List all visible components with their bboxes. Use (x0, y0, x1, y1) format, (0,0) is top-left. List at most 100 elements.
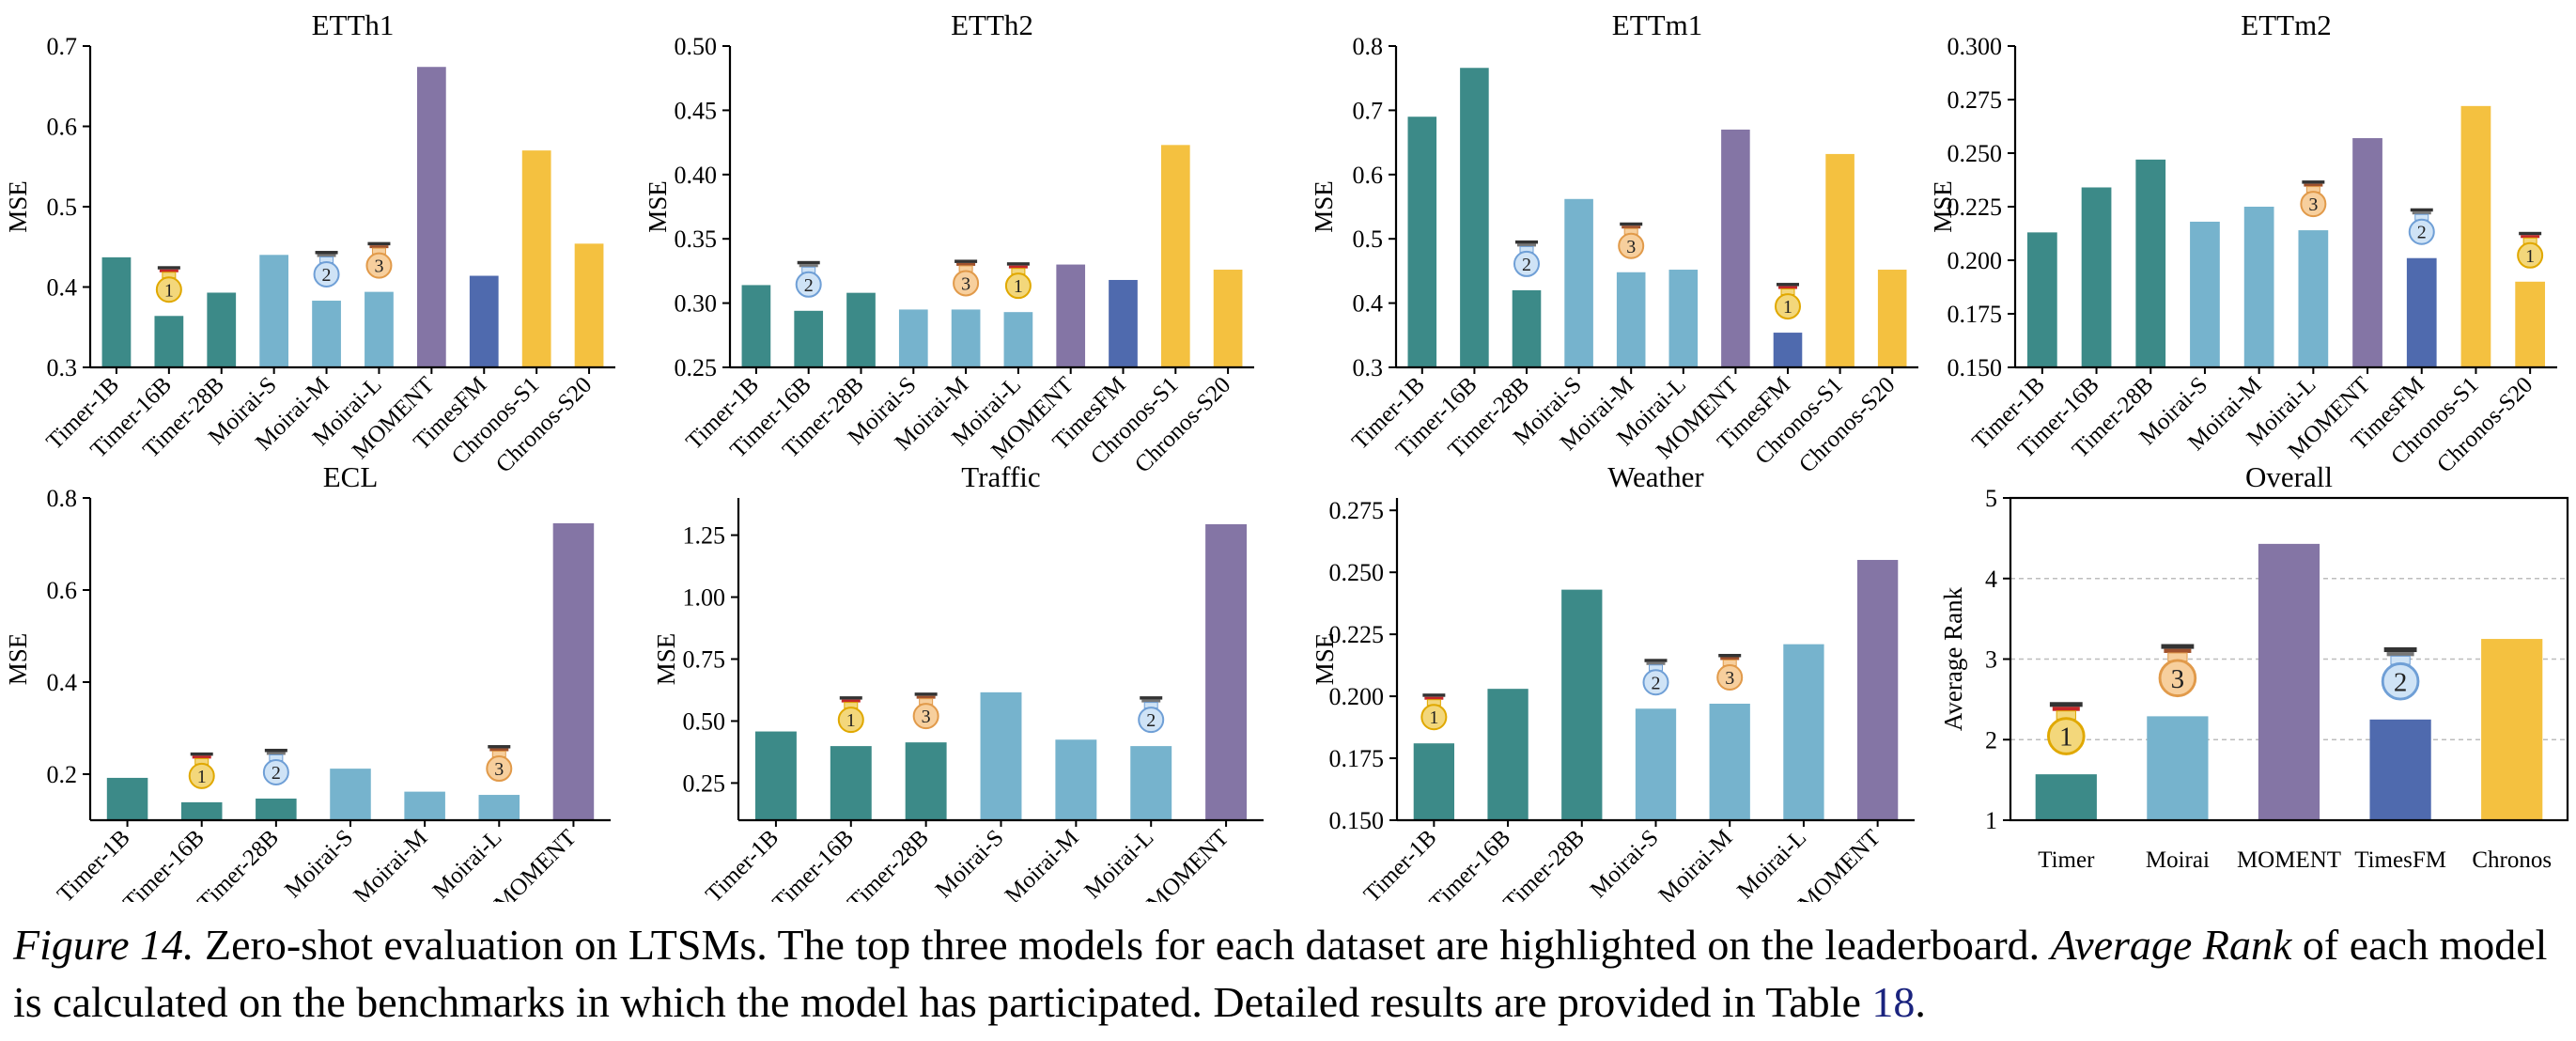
caption-end: . (1915, 978, 1926, 1026)
bar-moment (1721, 129, 1750, 367)
y-tick-label: 0.7 (1353, 97, 1384, 124)
medal-rank-3-icon: 3 (2300, 180, 2327, 218)
bar-chronos-s20 (2515, 281, 2546, 367)
y-tick-label: 0.250 (1948, 140, 2003, 167)
bar-timer-16b (2081, 187, 2112, 367)
bar-moirai-s (898, 309, 928, 367)
y-tick-label: 5 (1985, 485, 1997, 512)
bar-timesfm (1773, 333, 1803, 367)
x-tick-label: MOMENT (1142, 825, 1234, 902)
bar-moirai-l (1130, 746, 1172, 820)
x-tick-label: Timer-28B (843, 825, 934, 902)
bar-timesfm (2406, 257, 2437, 367)
medal-rank-label: 2 (2417, 223, 2427, 243)
y-tick-label: 0.6 (47, 114, 78, 141)
bar-moirai-s (259, 255, 289, 367)
medal-rank-3-icon: 3 (953, 259, 980, 297)
bar-timer-16b (1487, 689, 1529, 820)
table-reference-link[interactable]: 18 (1871, 978, 1916, 1026)
medal-rank-label: 3 (1626, 237, 1636, 257)
y-tick-label: 0.150 (1948, 354, 2003, 381)
medal-rank-3-icon: 3 (912, 692, 939, 730)
y-tick-label: 0.300 (1948, 33, 2003, 60)
y-tick-label: 4 (1985, 566, 1997, 593)
y-tick-label: 1 (1985, 807, 1997, 834)
chart-title: Overall (2245, 460, 2333, 493)
x-tick-label: MOMENT (1793, 825, 1885, 902)
medal-rank-label: 3 (494, 759, 504, 780)
x-tick-label: Timer-1B (1359, 825, 1442, 902)
y-tick-label: 0.6 (47, 577, 78, 604)
y-tick-label: 0.8 (1353, 33, 1384, 60)
y-tick-label: 0.275 (1329, 497, 1385, 524)
bar-moment (1056, 264, 1086, 367)
y-tick-label: 0.75 (683, 646, 726, 674)
y-tick-label: 0.4 (47, 274, 78, 302)
x-tick-label: Timer (2038, 847, 2095, 873)
chart-panel-overall: 1 3 2 1 2 3 4 5 Timer Moirai MOMENT TimesFM Chronos O… (1939, 460, 2569, 873)
x-tick-label: Moirai (2146, 847, 2210, 873)
y-tick-label: 1.25 (683, 522, 726, 550)
bar-chronos (2481, 639, 2543, 820)
medal-rank-2-icon: 2 (262, 748, 289, 785)
medal-rank-label: 3 (2308, 194, 2318, 215)
bar-timer-16b (794, 310, 824, 367)
y-tick-label: 0.8 (47, 485, 78, 512)
x-tick-label: MOMENT (2237, 847, 2341, 873)
bar-moirai-s (1564, 198, 1593, 367)
bar-moirai-l (1003, 312, 1033, 367)
bar-timer-28b (846, 292, 876, 367)
medal-rank-label: 3 (922, 707, 931, 727)
medal-rank-3-icon: 3 (1618, 222, 1645, 259)
bar-timer-1b (1407, 117, 1437, 368)
x-tick-label: Timer-16B (1425, 825, 1516, 902)
chart-title: Traffic (961, 460, 1040, 493)
medal-rank-3-icon: 3 (1716, 653, 1744, 691)
medal-rank-2-icon: 2 (795, 260, 822, 298)
medal-rank-1-icon: 1 (155, 266, 182, 303)
bar-timer-1b (101, 256, 132, 367)
medal-rank-2-icon: 2 (1642, 659, 1669, 696)
medal-rank-label: 2 (1652, 673, 1661, 693)
medal-rank-label: 3 (961, 273, 970, 294)
medal-rank-label: 3 (374, 256, 383, 277)
bar-moirai-m (1616, 272, 1646, 367)
medal-rank-label: 3 (1725, 668, 1734, 689)
y-tick-label: 0.250 (1329, 559, 1385, 586)
medal-rank-1-icon: 1 (837, 696, 864, 734)
chart-title: ETTh2 (951, 8, 1033, 41)
x-tick-label: Timer-28B (1498, 825, 1590, 902)
medal-rank-label: 1 (197, 767, 207, 787)
bar-timesfm (1109, 279, 1138, 367)
chart-panel-etth2: 2 3 10.250.300.350.400.450.50Timer-1BTimer… (644, 8, 1254, 478)
x-tick-label: Moirai-S (1586, 825, 1664, 902)
bar-moment (2352, 138, 2382, 367)
y-tick-label: 0.50 (683, 707, 726, 735)
x-tick-label: Timer-1B (701, 825, 784, 902)
bar-moment (1205, 523, 1248, 820)
chart-panel-ettm1: 2310.30.40.50.60.70.8Timer-1BTimer-16BTi… (1310, 8, 1918, 478)
y-axis-label: MSE (1929, 180, 1957, 233)
y-tick-label: 0.7 (47, 33, 78, 60)
x-tick-label: Timer-16B (118, 825, 209, 902)
medal-rank-label: 1 (164, 280, 174, 301)
y-axis-label: MSE (1310, 180, 1338, 233)
bar-moment (1856, 559, 1899, 820)
chart-panel-traffic: 1 3 2 0.25 0.50 0.75 1.00 1.25 Timer-1BTimer-16B… (652, 460, 1264, 902)
medal-rank-3-icon: 3 (2158, 644, 2197, 698)
bar-timesfm (469, 275, 499, 367)
y-tick-label: 0.2 (47, 761, 78, 788)
chart-title: ETTm1 (1612, 8, 1702, 41)
caption-text-1: Zero-shot evaluation on LTSMs. The top t… (194, 921, 2051, 969)
y-tick-label: 0.40 (675, 162, 718, 189)
bar-timer-28b (1561, 589, 1603, 820)
medal-rank-1-icon: 1 (1420, 693, 1448, 731)
bar-moirai-m (1709, 703, 1750, 820)
medal-rank-label: 2 (322, 265, 332, 286)
bar-timer (2035, 774, 2097, 820)
medal-rank-label: 2 (1522, 255, 1531, 275)
chart-title: Weather (1607, 460, 1704, 493)
bar-timer-16b (180, 801, 223, 820)
bar-timer-1b (754, 731, 797, 820)
y-tick-label: 0.25 (675, 354, 718, 381)
